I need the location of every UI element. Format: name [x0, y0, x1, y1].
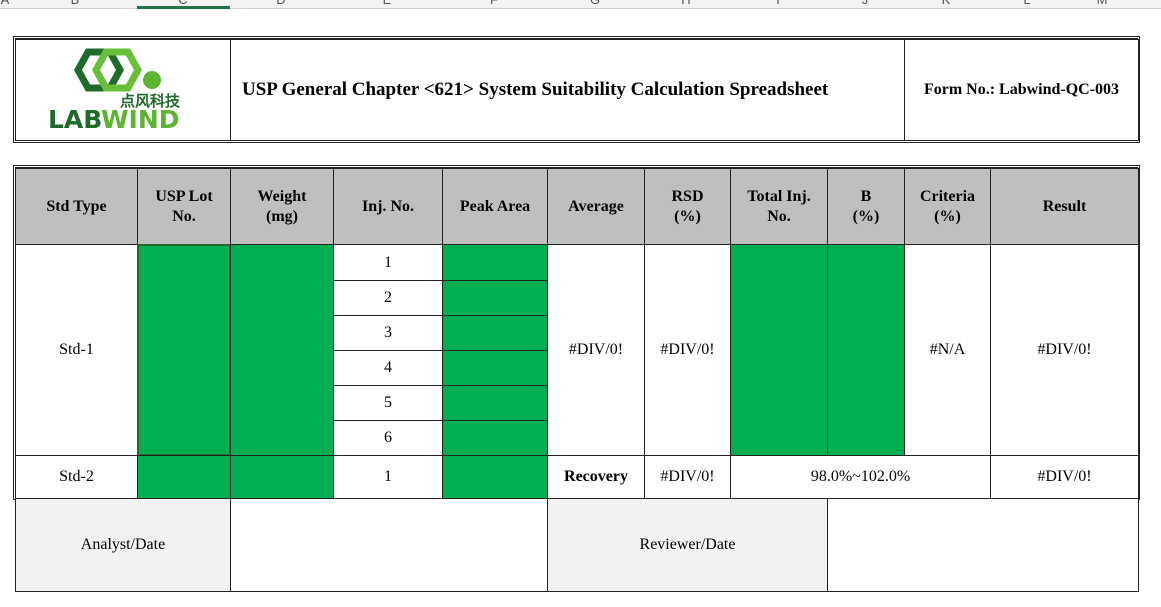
column-header-cell: B (%): [827, 168, 905, 245]
column-header-cell: Criteria (%): [904, 168, 991, 245]
column-header: H: [676, 0, 696, 8]
column-header-cell: RSD (%): [644, 168, 731, 245]
peak-area-input: [442, 455, 548, 499]
total-injections-input: [730, 244, 828, 456]
column-header: B: [65, 0, 85, 8]
column-header: F: [484, 0, 504, 8]
column-header-cell: Peak Area: [442, 168, 548, 245]
injection-number: 6: [333, 420, 443, 456]
logo-brand: LABWIND: [48, 105, 180, 134]
column-header: C: [173, 0, 193, 8]
logo-hexagon: [91, 48, 143, 92]
column-header-cell: Total Inj. No.: [730, 168, 828, 245]
recovery-label: Recovery: [547, 455, 645, 499]
injection-number: 2: [333, 280, 443, 316]
rsd: #DIV/0!: [644, 244, 731, 456]
peak-area-input: [442, 350, 548, 386]
injection-number: 5: [333, 385, 443, 421]
result: #DIV/0!: [990, 244, 1139, 456]
usp-lot-input: [137, 455, 231, 499]
analyst-label: Analyst/Date: [15, 498, 231, 592]
column-header-cell: Weight (mg): [230, 168, 334, 245]
injection-number: 4: [333, 350, 443, 386]
logo: 点风科技 LABWIND: [48, 48, 181, 134]
column-header: E: [377, 0, 397, 8]
column-header: G: [585, 0, 605, 8]
column-header: D: [271, 0, 291, 8]
reviewer-label: Reviewer/Date: [547, 498, 828, 592]
column-header: J: [855, 0, 875, 8]
column-header: K: [936, 0, 956, 8]
column-header-cell: Result: [990, 168, 1139, 245]
column-header: M: [1092, 0, 1112, 8]
average: #DIV/0!: [547, 244, 645, 456]
logo-chinese: 点风科技: [120, 92, 181, 110]
reviewer-field: [827, 498, 1139, 592]
peak-area-input: [442, 420, 548, 456]
column-header: I: [768, 0, 788, 8]
column-header-strip: [0, 0, 1161, 9]
logo-brand-lab: LAB: [48, 105, 101, 134]
peak-area-input: [442, 385, 548, 421]
b-input: [827, 244, 905, 456]
peak-area-input: [442, 280, 548, 316]
column-header: L: [1017, 0, 1037, 8]
injection-number: 1: [333, 244, 443, 281]
criteria: #N/A: [904, 244, 991, 456]
logo-brand-wind: WIND: [101, 105, 180, 134]
injection-number: 3: [333, 315, 443, 351]
column-header-cell: Std Type: [15, 168, 138, 245]
peak-area-input: [442, 315, 548, 351]
weight-input: [230, 244, 334, 456]
form-title: USP General Chapter <621> System Suitabi…: [230, 39, 905, 141]
logo-cell: [15, 39, 231, 141]
analyst-field: [230, 498, 548, 592]
recovery-range: 98.0%~102.0%: [730, 455, 991, 499]
peak-area-input: [442, 244, 548, 281]
column-header-cell: Average: [547, 168, 645, 245]
logo-dot: [143, 71, 161, 89]
usp-lot-input: [137, 244, 231, 456]
column-header: A: [0, 0, 15, 8]
std-type: Std-2: [15, 455, 138, 499]
weight-input: [230, 455, 334, 499]
column-header-cell: USP Lot No.: [137, 168, 231, 245]
std-type: Std-1: [15, 244, 138, 456]
rsd: #DIV/0!: [644, 455, 731, 499]
selected-column-indicator: [137, 6, 230, 9]
result: #DIV/0!: [990, 455, 1139, 499]
injection-number: 1: [333, 455, 443, 499]
form-number: Form No.: Labwind-QC-003: [904, 39, 1139, 141]
column-header-cell: Inj. No.: [333, 168, 443, 245]
